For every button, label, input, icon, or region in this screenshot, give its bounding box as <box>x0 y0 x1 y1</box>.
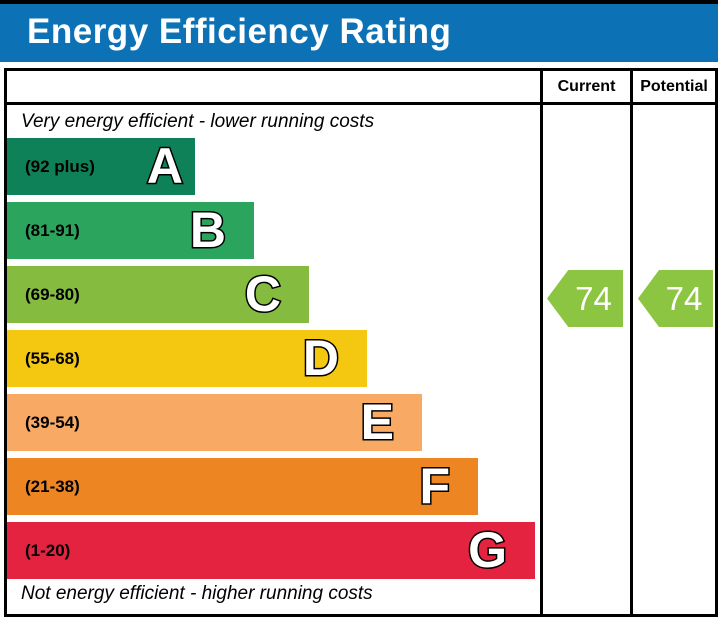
top-note: Very energy efficient - lower running co… <box>21 111 375 132</box>
band-range-label: (1-20) <box>25 540 71 560</box>
band-e: (39-54) E <box>7 394 422 451</box>
band-a: (92 plus) A <box>7 138 195 195</box>
band-letter: D <box>301 329 340 386</box>
title-bar: Energy Efficiency Rating <box>0 4 718 62</box>
band-letter: A <box>145 137 184 194</box>
current-rating-arrow: 74 <box>547 270 623 327</box>
band-range-label: (81-91) <box>25 220 80 240</box>
band-letter: G <box>467 521 509 578</box>
column-header-potential: Potential <box>640 78 708 95</box>
band-d: (55-68) D <box>7 330 367 387</box>
bottom-note: Not energy efficient - higher running co… <box>21 583 373 604</box>
band-c: (69-80) C <box>7 266 309 323</box>
band-b: (81-91) B <box>7 202 254 259</box>
page-title: Energy Efficiency Rating <box>27 12 452 51</box>
column-divider-potential <box>630 71 633 614</box>
rating-table: Current Potential Very energy efficient … <box>4 68 718 617</box>
band-f: (21-38) F <box>7 458 478 515</box>
potential-rating-arrow: 74 <box>638 270 713 327</box>
band-letter: C <box>243 265 282 322</box>
column-header-current: Current <box>557 78 616 95</box>
band-range-label: (21-38) <box>25 476 80 496</box>
band-letter: E <box>359 393 395 450</box>
column-divider-current <box>540 71 543 614</box>
band-range-label: (69-80) <box>25 284 80 304</box>
band-range-label: (39-54) <box>25 412 80 432</box>
band-g: (1-20) G <box>7 522 535 579</box>
band-letter: F <box>418 457 452 514</box>
band-range-label: (92 plus) <box>25 156 95 176</box>
band-letter: B <box>188 201 227 258</box>
top-border <box>0 0 718 4</box>
band-range-label: (55-68) <box>25 348 80 368</box>
header-row-divider <box>7 102 715 105</box>
